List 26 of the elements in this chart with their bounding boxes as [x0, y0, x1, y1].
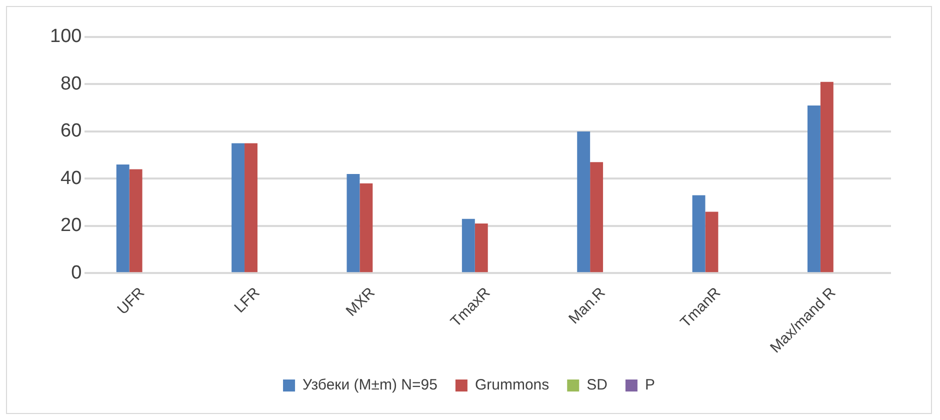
legend-label: P [644, 376, 655, 394]
bar [807, 105, 820, 272]
bar [474, 224, 488, 272]
x-tick-label: LFR [231, 284, 264, 316]
x-tick-label: UFR [114, 284, 148, 318]
bar [590, 162, 604, 272]
legend-label: SD [586, 376, 608, 394]
legend-label: Grummons [474, 376, 550, 394]
y-tick-label: 20 [60, 215, 82, 236]
y-tick-label: 80 [60, 73, 82, 94]
y-tick-label: 60 [60, 120, 82, 142]
bar [346, 174, 360, 272]
bar [692, 195, 706, 272]
bar [244, 143, 258, 272]
y-tick-label: 100 [50, 26, 82, 48]
bar [129, 169, 142, 272]
bar [705, 212, 718, 272]
bar [232, 143, 245, 272]
bar [360, 183, 373, 272]
bar [116, 164, 130, 272]
legend-label: Узбеки (M±m) N=95 [302, 376, 438, 394]
y-tick-label: 0 [71, 262, 82, 284]
bar [462, 218, 475, 272]
bar [820, 82, 834, 272]
y-tick-label: 40 [60, 168, 82, 189]
bar [577, 131, 590, 272]
